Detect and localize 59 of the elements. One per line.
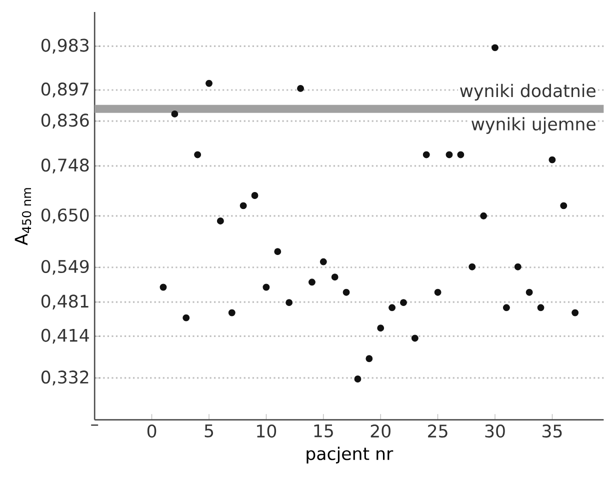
x-tick-label: – <box>91 424 98 426</box>
x-tick-label: 15 <box>314 424 333 438</box>
y-tick-label: 0,650 <box>41 208 89 224</box>
point <box>502 304 510 311</box>
point <box>216 217 224 224</box>
x-tick-label: 0 <box>147 424 156 438</box>
y-axis-title: A$_{450 nm}$ <box>14 188 32 246</box>
point <box>434 288 442 296</box>
x-axis-title: pacjent nr <box>306 446 394 464</box>
point <box>537 304 544 311</box>
point <box>377 324 384 332</box>
point <box>446 151 453 158</box>
point <box>331 273 338 280</box>
point <box>228 309 236 316</box>
point <box>492 44 498 51</box>
point <box>297 84 304 92</box>
x-tick-label: 35 <box>542 424 562 438</box>
point <box>388 304 396 311</box>
point <box>182 314 190 322</box>
point <box>286 298 293 306</box>
point <box>480 212 488 220</box>
y-tick-label: 0,983 <box>41 38 89 54</box>
y-tick-label: 0,549 <box>41 260 89 275</box>
x-tick-label: 5 <box>204 424 214 438</box>
point <box>342 288 350 296</box>
y-tick-label: 0,332 <box>41 370 88 386</box>
point <box>308 278 316 286</box>
point <box>400 298 407 306</box>
x-tick-label: 25 <box>428 424 448 438</box>
point <box>206 80 212 87</box>
point <box>422 151 430 158</box>
y-tick-label: 0,897 <box>41 82 88 98</box>
point <box>366 354 373 362</box>
point <box>274 248 282 255</box>
annotation: wyniki ujemne <box>472 116 596 134</box>
x-tick-label: 20 <box>370 424 390 438</box>
x-tick-label: 10 <box>257 424 276 438</box>
annotation: wyniki dodatnie <box>460 84 596 100</box>
x-tick-label: 30 <box>485 424 505 438</box>
point <box>354 375 362 382</box>
y-tick-label: 0,414 <box>41 328 89 344</box>
point <box>240 202 247 209</box>
y-tick-label: 0,748 <box>41 158 89 174</box>
point <box>572 309 579 316</box>
point <box>526 288 533 296</box>
point <box>468 263 476 270</box>
point <box>560 202 568 209</box>
point <box>262 284 270 291</box>
point <box>320 258 327 266</box>
y-tick-label: 0,836 <box>41 113 89 128</box>
point <box>457 151 464 158</box>
point <box>171 110 178 118</box>
y-tick-label: 0,481 <box>41 294 88 310</box>
point <box>411 334 418 342</box>
point <box>194 151 202 158</box>
point <box>251 192 258 199</box>
point <box>160 284 167 291</box>
point <box>548 156 556 164</box>
point <box>514 263 522 270</box>
